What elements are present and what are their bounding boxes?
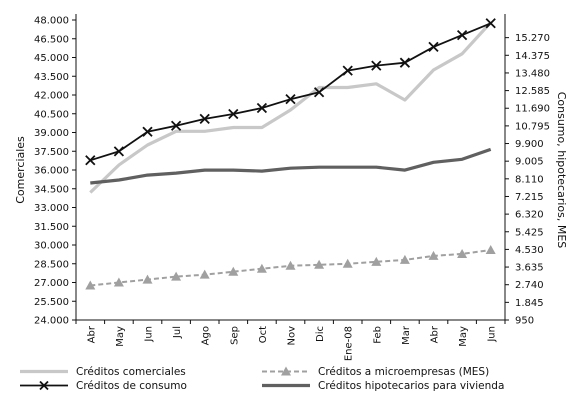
- series-line-0: [89, 21, 492, 194]
- right-tick-label: 4.530: [515, 245, 544, 256]
- x-tick-label: Abr: [430, 325, 441, 343]
- legend-label: Créditos comerciales: [76, 366, 186, 378]
- data-point-x-marker: [199, 113, 210, 125]
- data-point-triangle-marker: [285, 260, 296, 270]
- data-point-x-marker: [170, 120, 182, 131]
- left-tick-label: 46.500: [34, 34, 69, 45]
- left-tick-label: 34.500: [34, 184, 69, 195]
- data-point-x-marker: [399, 57, 411, 68]
- data-point-triangle-marker: [342, 258, 353, 268]
- x-axis-ticks: Abr May Jun Jul Ago Sep Oct Nov Dic Ene-08 Feb Mar A…: [75, 320, 506, 361]
- left-tick-label: 31.500: [34, 222, 69, 233]
- left-tick-label: 36.000: [34, 166, 69, 177]
- right-tick-label: 15.270: [515, 33, 550, 44]
- data-point-x-marker: [485, 18, 496, 29]
- x-tick-label: May: [458, 326, 469, 347]
- x-tick-label: Mar: [401, 325, 412, 345]
- data-point-triangle-marker: [228, 266, 239, 276]
- data-point-triangle-marker: [314, 259, 325, 269]
- data-point-triangle-marker: [171, 271, 182, 281]
- right-tick-label: 950: [515, 316, 534, 327]
- left-tick-label: 24.000: [34, 316, 69, 327]
- data-point-triangle-marker: [256, 263, 267, 273]
- data-point-triangle-marker: [457, 248, 468, 258]
- series-lines: [85, 18, 496, 290]
- right-tick-label: 5.425: [515, 227, 544, 238]
- legend: Créditos comerciales Créditos de consumo C…: [20, 366, 504, 392]
- right-tick-label: 1.845: [515, 298, 544, 309]
- data-point-x-marker: [256, 102, 268, 114]
- left-tick-label: 27.000: [34, 278, 69, 289]
- right-tick-label: 9.900: [515, 139, 544, 150]
- x-tick-label: Ene-08: [344, 326, 355, 361]
- left-tick-label: 28.500: [34, 259, 69, 270]
- data-point-triangle-marker: [142, 274, 153, 284]
- left-tick-label: 40.500: [34, 109, 69, 120]
- data-point-triangle-marker: [428, 250, 439, 260]
- x-tick-label: Feb: [372, 326, 383, 344]
- legend-label: Créditos hipotecarios para vivienda: [318, 380, 504, 392]
- x-tick-label: Jun: [144, 326, 155, 343]
- right-tick-label: 12.585: [515, 86, 550, 97]
- data-point-x-marker: [85, 155, 96, 166]
- data-point-x-marker: [313, 87, 325, 98]
- right-axis-ticks: 15.270 14.375 13.480 12.585 11.690 10.795 9.90…: [505, 33, 550, 327]
- series-line-3: [90, 147, 492, 185]
- right-tick-label: 14.375: [515, 51, 550, 62]
- data-point-x-marker: [285, 94, 296, 105]
- data-point-triangle-marker: [485, 245, 496, 255]
- right-tick-label: 3.635: [515, 263, 544, 274]
- right-tick-label: 2.740: [515, 280, 544, 291]
- right-tick-label: 9.005: [515, 157, 544, 168]
- data-point-triangle-marker: [199, 269, 210, 279]
- data-point-x-marker: [342, 65, 353, 76]
- right-axis-title: Consumo, hipotecarios, MES: [555, 92, 566, 249]
- x-tick-label: Jun: [487, 326, 498, 343]
- left-axis-title: Comerciales: [14, 136, 27, 204]
- axes: [75, 14, 506, 321]
- legend-triangle-marker: [281, 366, 291, 376]
- x-tick-label: Abr: [86, 325, 97, 343]
- right-tick-label: 11.690: [515, 104, 550, 115]
- left-tick-label: 30.000: [34, 241, 69, 252]
- x-tick-label: Oct: [258, 326, 269, 343]
- left-tick-label: 42.000: [34, 91, 69, 102]
- axis-titles: Comerciales Consumo, hipotecarios, MES: [14, 92, 566, 249]
- data-point-triangle-marker: [399, 254, 410, 264]
- x-tick-label: Sep: [229, 326, 240, 345]
- data-point-x-marker: [428, 41, 439, 53]
- right-tick-label: 13.480: [515, 68, 550, 79]
- right-tick-label: 7.215: [515, 192, 544, 203]
- x-tick-label: Dic: [315, 326, 326, 342]
- left-tick-label: 45.000: [34, 53, 69, 64]
- legend-label: Créditos de consumo: [76, 380, 187, 392]
- left-tick-label: 37.500: [34, 147, 69, 158]
- left-tick-label: 25.500: [34, 297, 69, 308]
- x-tick-label: Ago: [201, 326, 212, 345]
- right-tick-label: 6.320: [515, 210, 544, 221]
- data-point-triangle-marker: [85, 280, 96, 290]
- data-point-x-marker: [228, 108, 239, 120]
- data-point-triangle-marker: [113, 277, 124, 287]
- x-tick-label: Nov: [287, 326, 298, 346]
- data-point-x-marker: [456, 29, 468, 41]
- right-tick-label: 10.795: [515, 121, 550, 132]
- data-point-x-marker: [113, 146, 125, 157]
- left-tick-label: 39.000: [34, 128, 69, 139]
- left-axis-ticks: 48.000 46.500 45.000 43.500 42.000 40.500 39.0…: [34, 16, 76, 327]
- x-tick-label: May: [115, 326, 126, 347]
- data-point-x-marker: [142, 126, 153, 137]
- legend-x-marker: [39, 380, 49, 391]
- left-tick-label: 43.500: [34, 72, 69, 83]
- left-tick-label: 33.000: [34, 203, 69, 214]
- legend-label: Créditos a microempresas (MES): [318, 366, 489, 378]
- data-point-triangle-marker: [371, 256, 382, 266]
- x-tick-label: Jul: [172, 326, 183, 339]
- right-tick-label: 8.110: [515, 174, 544, 185]
- data-point-x-marker: [371, 60, 382, 71]
- left-tick-label: 48.000: [34, 16, 69, 27]
